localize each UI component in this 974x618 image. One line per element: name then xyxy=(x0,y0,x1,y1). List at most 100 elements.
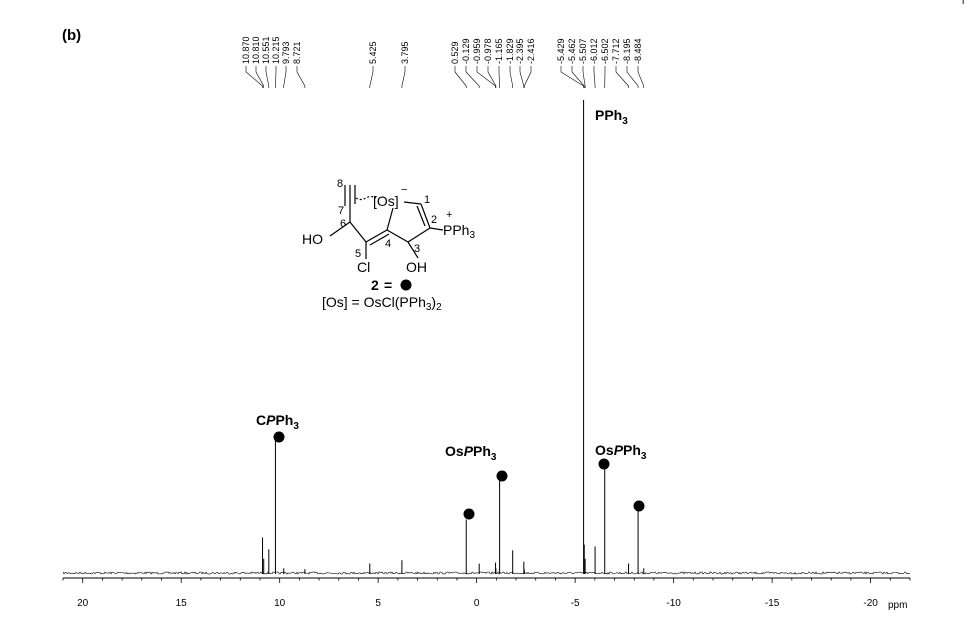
peak-label: 8.721 xyxy=(292,41,302,64)
spectrum-plot xyxy=(62,100,911,575)
peak-label-connector xyxy=(401,66,406,88)
x-tick-label: 0 xyxy=(474,598,480,609)
pph3-label: PPh3 xyxy=(443,222,475,241)
peak-label: -7.712 xyxy=(611,38,621,64)
annotation-ospph3-right: OsPPh3 xyxy=(595,442,647,462)
atom-number-7: 7 xyxy=(338,205,344,217)
compound-label: 2 xyxy=(371,277,379,293)
peak-marker-icon xyxy=(496,470,508,482)
atom-number-3: 3 xyxy=(414,243,420,255)
os-charge: − xyxy=(401,184,407,196)
os-definition: [Os] = OsCl(PPh3)2 xyxy=(322,294,442,313)
oh-label: OH xyxy=(406,259,427,275)
atom-number-8: 8 xyxy=(337,178,343,190)
atom-number-2: 2 xyxy=(431,214,437,226)
peak-label-connector xyxy=(626,66,639,88)
x-axis: 20 15 10 5 0 -5 -10 -15 -20 xyxy=(62,577,911,609)
peak-marker-icon xyxy=(273,431,285,443)
atom-number-1: 1 xyxy=(424,194,430,206)
peak-label-connector xyxy=(509,66,513,88)
panel-label: (b) xyxy=(62,27,81,44)
atom-number-4: 4 xyxy=(385,238,391,250)
p-charge: + xyxy=(446,209,452,221)
peak-label: 10.215 xyxy=(271,36,281,64)
compound-equals: = xyxy=(384,277,392,293)
atom-number-6: 6 xyxy=(340,218,346,230)
bond-6-5 xyxy=(349,221,367,243)
peak-marker-icon xyxy=(598,458,610,470)
peak-label-connector xyxy=(593,66,596,88)
peak-label-connector xyxy=(487,66,497,88)
peak-label-connector xyxy=(265,66,270,88)
spectrum-baseline xyxy=(62,571,911,575)
bond-3-2 xyxy=(407,227,431,243)
bond-3-oh xyxy=(407,241,419,259)
peak-label: -0.978 xyxy=(483,38,493,64)
bond-2-1-b xyxy=(416,205,426,227)
peak-label-group: 10.870 10.810 10.551 10.215 9.793 8.721 5.425 3… xyxy=(241,36,645,88)
chemical-structure: [Os] − + PPh3 HO Cl OH 1 2 3 4 5 6 7 8 2… xyxy=(302,178,475,313)
peak-label: -5.429 xyxy=(556,38,566,64)
bond-4-os xyxy=(386,207,394,231)
peak-label-connector xyxy=(245,66,263,88)
peak-label-connector xyxy=(615,66,629,88)
peak-label-connector xyxy=(476,66,496,88)
annotation-ospph3-left: OsPPh3 xyxy=(445,443,497,463)
peak-label: 10.870 xyxy=(241,36,251,64)
bond-2-p xyxy=(429,227,444,231)
peak-marker-icon xyxy=(463,508,475,520)
bond-4-3 xyxy=(386,229,409,243)
peak-label-connector xyxy=(519,66,525,88)
peak-label: 10.810 xyxy=(251,36,261,64)
x-tick-label: -15 xyxy=(765,598,780,609)
peak-label: -8.195 xyxy=(622,38,632,64)
annotation-cpph3: CPPh3 xyxy=(256,412,299,432)
peak-label: -2.395 xyxy=(515,38,525,64)
x-tick-label: -5 xyxy=(571,598,580,609)
bond-7-os xyxy=(355,195,377,201)
x-tick-label: -20 xyxy=(863,598,878,609)
peak-label-connector xyxy=(283,66,287,88)
peak-label-connector xyxy=(369,66,374,88)
peak-label: -1.829 xyxy=(505,38,515,64)
cl-label: Cl xyxy=(357,259,370,275)
peak-label-connector xyxy=(296,66,306,88)
peak-label: -0.129 xyxy=(461,38,471,64)
bond-6-ho xyxy=(329,221,351,237)
bond-1-os xyxy=(403,201,422,205)
ho-label: HO xyxy=(302,231,323,247)
corner-mark: r xyxy=(962,0,966,7)
peak-label: -6.502 xyxy=(600,38,610,64)
peak-label-connector xyxy=(560,66,584,88)
peak-label-connector xyxy=(637,66,645,88)
bond-5-4-a xyxy=(365,229,388,243)
x-tick-label: 5 xyxy=(375,598,381,609)
peak-label-connector xyxy=(275,66,277,88)
peak-label: 3.795 xyxy=(400,41,410,64)
x-axis-label: ppm xyxy=(888,600,907,611)
peak-label: -6.012 xyxy=(589,38,599,64)
peak-label: -8.484 xyxy=(633,38,643,64)
peak-label-connector xyxy=(571,66,585,88)
bond-2-1-a xyxy=(420,203,431,229)
peak-label-connector xyxy=(582,66,586,88)
peak-label: 9.793 xyxy=(281,41,291,64)
annotation-pph3-free: PPh3 xyxy=(595,107,628,127)
peak-label-connector xyxy=(465,66,480,88)
x-tick-label: 15 xyxy=(176,598,188,609)
peak-label-connector xyxy=(255,66,265,88)
annotation-group: CPPh3 OsPPh3 PPh3 OsPPh3 xyxy=(256,107,647,520)
peak-label: 5.425 xyxy=(368,41,378,64)
os-label: [Os] xyxy=(373,193,399,209)
peak-label: -5.507 xyxy=(578,38,588,64)
compound-marker-icon xyxy=(400,279,412,291)
x-tick-label: -10 xyxy=(666,598,681,609)
bond-5-4-b xyxy=(369,233,390,246)
peak-label: 10.551 xyxy=(261,36,271,64)
peak-label: -2.416 xyxy=(526,38,536,64)
peak-label-connector xyxy=(498,66,500,88)
peak-label: -1.165 xyxy=(494,38,504,64)
peak-label: -0.959 xyxy=(472,38,482,64)
peak-label: 0.529 xyxy=(450,41,460,64)
